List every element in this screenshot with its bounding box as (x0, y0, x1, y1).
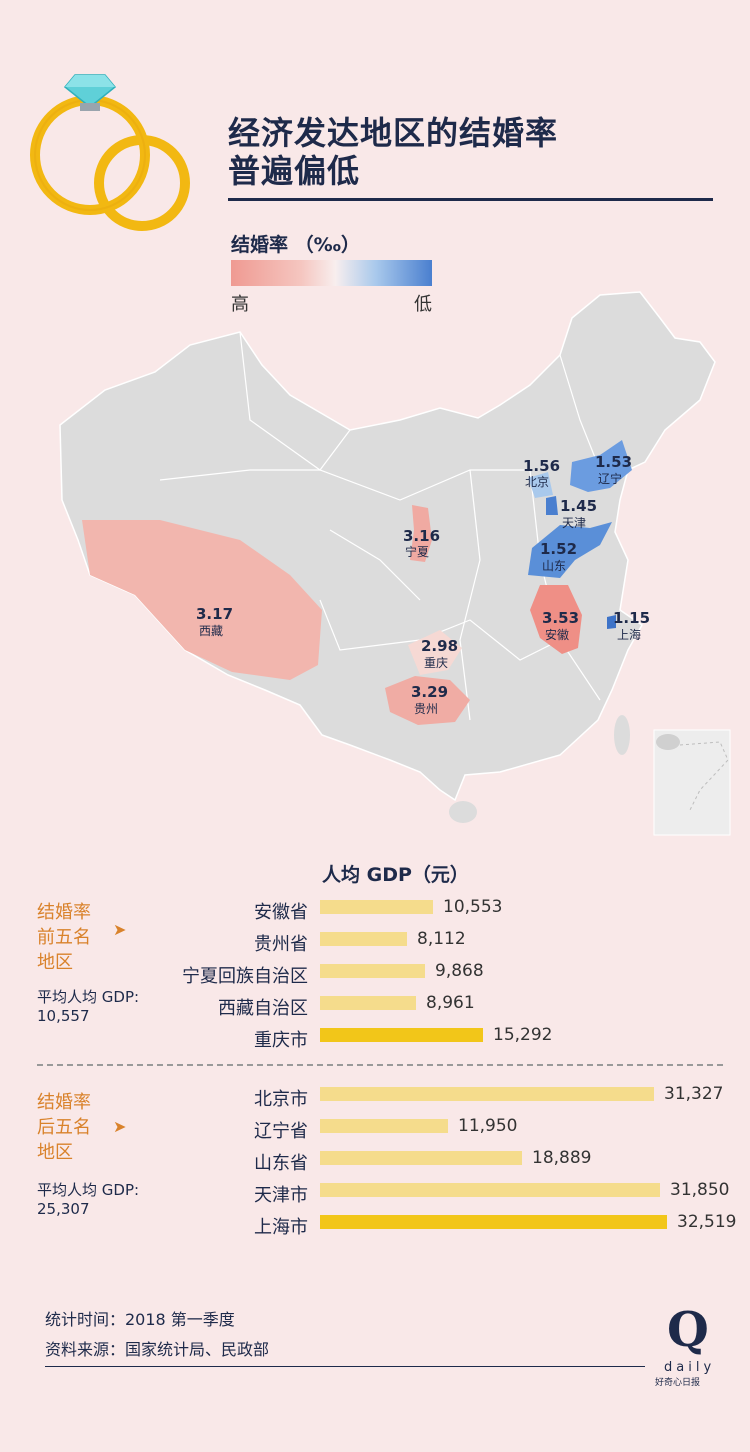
ring-illustration (30, 74, 190, 231)
map-value-anhui: 3.53 (542, 609, 579, 627)
region-beijing (528, 472, 553, 498)
region-ningxia (410, 505, 432, 562)
china-map-base (59, 291, 716, 802)
map-name-guizhou: 贵州 (414, 702, 438, 716)
map-name-chongqing: 重庆 (424, 656, 448, 670)
map-name-beijing: 北京 (525, 475, 549, 489)
bar-1-5 (320, 1028, 483, 1042)
region-tianjin (546, 496, 558, 515)
map-value-tianjin: 1.45 (560, 497, 597, 515)
bar-label-1-5: 重庆市 (254, 1030, 308, 1051)
china-map: 1.56 北京 1.53 辽宁 1.45 天津 3.16 宁夏 1.52 山东 … (59, 291, 731, 836)
bar-label-2-2: 辽宁省 (254, 1121, 308, 1142)
map-value-xizang: 3.17 (196, 605, 233, 623)
group-2-label-line3: 地区 (37, 1142, 73, 1163)
group-2-avg-gdp: 平均人均 GDP: 25,307 (37, 1181, 139, 1219)
group-2-avg-value: 25,307 (37, 1200, 90, 1218)
title-underline (228, 198, 713, 201)
bar-2-2 (320, 1119, 448, 1133)
group-1-avg-gdp: 平均人均 GDP: 10,557 (37, 988, 139, 1026)
legend-high-label: 高 (231, 294, 249, 315)
group-1-label-line2: 前五名 (37, 927, 91, 948)
footer-rule (45, 1366, 645, 1367)
region-chongqing (408, 630, 462, 675)
group-1-label-line1: 结婚率 (37, 902, 91, 923)
map-name-shandong: 山东 (542, 559, 566, 573)
region-guizhou (385, 676, 470, 725)
bar-1-2 (320, 932, 407, 946)
map-name-liaoning: 辽宁 (598, 471, 622, 486)
bar-label-2-3: 山东省 (254, 1153, 308, 1174)
footer-source: 资料来源：国家统计局、民政部 (45, 1340, 270, 1359)
bar-value-2-5: 32,519 (677, 1212, 737, 1232)
group-2-avg-label: 平均人均 GDP: (37, 1181, 140, 1199)
bar-value-2-4: 31,850 (670, 1180, 730, 1200)
map-name-shanghai: 上海 (617, 627, 641, 642)
legend-low-label: 低 (414, 294, 432, 315)
region-anhui (530, 585, 582, 654)
group-1-label: 结婚率 前五名 地区 (37, 900, 91, 975)
bar-label-1-4: 西藏自治区 (218, 998, 308, 1019)
bar-1-4 (320, 996, 416, 1010)
group-2-label: 结婚率 后五名 地区 (37, 1090, 91, 1165)
legend-gradient-bar (231, 260, 432, 286)
region-liaoning (570, 440, 632, 492)
logo-q: Q (667, 1302, 709, 1358)
bar-value-2-1: 31,327 (664, 1084, 724, 1104)
page-title-line2: 普遍偏低 (228, 152, 361, 190)
region-shanghai (607, 615, 616, 629)
bar-2-5 (320, 1215, 667, 1229)
bar-2-1 (320, 1087, 654, 1101)
gdp-chart-title: 人均 GDP（元） (322, 864, 469, 886)
taiwan-island (614, 715, 630, 755)
group-1-avg-value: 10,557 (37, 1007, 90, 1025)
hainan-island (449, 801, 477, 823)
bar-value-2-3: 18,889 (532, 1148, 592, 1168)
legend-title: 结婚率 （‰） (231, 234, 360, 256)
bar-1-1 (320, 900, 433, 914)
logo-subtitle: 好奇心日报 (655, 1378, 701, 1388)
bar-value-2-2: 11,950 (458, 1116, 518, 1136)
logo-daily: daily (664, 1360, 716, 1375)
group-2-arrow-icon: ➤ (113, 1117, 127, 1136)
map-name-xizang: 西藏 (199, 624, 223, 638)
map-name-ningxia: 宁夏 (405, 544, 429, 559)
map-value-liaoning: 1.53 (595, 453, 632, 471)
bar-label-1-2: 贵州省 (254, 934, 308, 955)
region-xizang (82, 520, 322, 680)
group-2-label-line1: 结婚率 (37, 1092, 91, 1113)
map-name-anhui: 安徽 (545, 627, 569, 642)
region-shandong (528, 522, 612, 578)
map-value-shandong: 1.52 (540, 540, 577, 558)
map-name-tianjin: 天津 (562, 516, 586, 530)
page-title-line1: 经济发达地区的结婚率 (228, 114, 559, 152)
map-value-guizhou: 3.29 (411, 683, 448, 701)
bar-value-1-3: 9,868 (435, 961, 484, 981)
group-1-avg-label: 平均人均 GDP: (37, 988, 140, 1006)
map-value-ningxia: 3.16 (403, 527, 440, 545)
bar-value-1-4: 8,961 (426, 993, 475, 1013)
group-1-arrow-icon: ➤ (113, 920, 127, 939)
bar-value-1-5: 15,292 (493, 1025, 553, 1045)
bar-label-2-4: 天津市 (254, 1185, 308, 1206)
group-2-label-line2: 后五名 (37, 1117, 91, 1138)
map-value-shanghai: 1.15 (613, 609, 650, 627)
footer-time: 统计时间：2018 第一季度 (45, 1310, 235, 1329)
bar-label-2-1: 北京市 (254, 1089, 308, 1110)
bar-value-1-2: 8,112 (417, 929, 466, 949)
bar-2-4 (320, 1183, 660, 1197)
map-value-chongqing: 2.98 (421, 637, 458, 655)
group-1-label-line3: 地区 (37, 952, 73, 973)
bar-2-3 (320, 1151, 522, 1165)
bar-label-2-5: 上海市 (254, 1217, 308, 1238)
group-divider (37, 1064, 723, 1066)
bar-1-3 (320, 964, 425, 978)
bar-value-1-1: 10,553 (443, 897, 503, 917)
bar-label-1-1: 安徽省 (254, 902, 308, 923)
map-value-beijing: 1.56 (523, 457, 560, 475)
bar-label-1-3: 宁夏回族自治区 (182, 966, 308, 987)
